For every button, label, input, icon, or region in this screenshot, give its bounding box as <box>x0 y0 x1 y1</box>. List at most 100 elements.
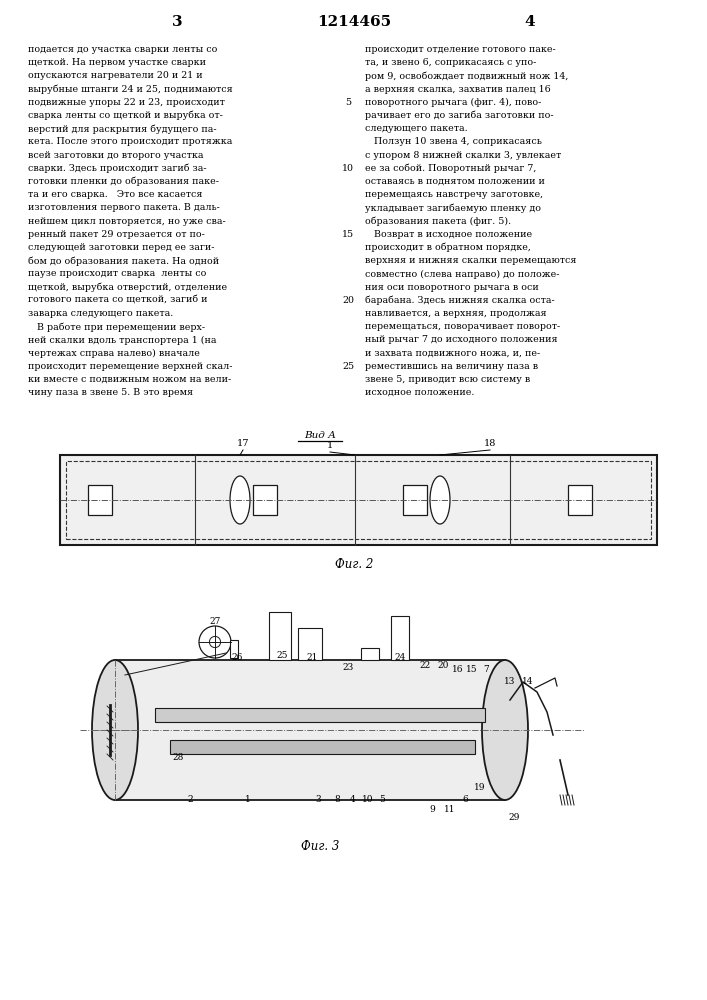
Text: 16: 16 <box>452 666 464 674</box>
Text: Фиг. 3: Фиг. 3 <box>300 840 339 853</box>
Text: происходит перемещение верхней скал-: происходит перемещение верхней скал- <box>28 362 233 371</box>
Text: 5: 5 <box>345 98 351 107</box>
Text: готовки пленки до образования паке-: готовки пленки до образования паке- <box>28 177 219 186</box>
Bar <box>568 485 592 515</box>
Bar <box>269 612 291 660</box>
Text: вырубные штанги 24 и 25, поднимаются: вырубные штанги 24 и 25, поднимаются <box>28 85 233 94</box>
Text: щеткой. На первом участке сварки: щеткой. На первом участке сварки <box>28 58 206 67</box>
Text: чину паза в звене 5. В это время: чину паза в звене 5. В это время <box>28 388 193 397</box>
Text: 1214465: 1214465 <box>317 15 391 29</box>
Bar <box>361 648 379 660</box>
Text: 4: 4 <box>525 15 535 29</box>
Circle shape <box>199 626 231 658</box>
Text: ки вместе с подвижным ножом на вели-: ки вместе с подвижным ножом на вели- <box>28 375 231 384</box>
Ellipse shape <box>230 476 250 524</box>
Text: навливается, а верхняя, продолжая: навливается, а верхняя, продолжая <box>365 309 547 318</box>
Text: В работе при перемещении верх-: В работе при перемещении верх- <box>28 322 205 332</box>
Text: исходное положение.: исходное положение. <box>365 388 474 397</box>
Text: Ползун 10 звена 4, соприкасаясь: Ползун 10 звена 4, соприкасаясь <box>365 137 542 146</box>
Text: перемещаться, поворачивает поворот-: перемещаться, поворачивает поворот- <box>365 322 560 331</box>
Bar <box>403 485 427 515</box>
Text: 20: 20 <box>438 660 449 670</box>
Text: 15: 15 <box>342 230 354 239</box>
Text: всей заготовки до второго участка: всей заготовки до второго участка <box>28 151 204 160</box>
Text: сварки. Здесь происходит загиб за-: сварки. Здесь происходит загиб за- <box>28 164 206 173</box>
Text: 1: 1 <box>245 796 251 804</box>
Text: 26: 26 <box>231 654 243 662</box>
Text: 6: 6 <box>462 796 468 804</box>
Text: и захвата подвижного ножа, и, пе-: и захвата подвижного ножа, и, пе- <box>365 349 540 358</box>
Text: подается до участка сварки ленты со: подается до участка сварки ленты со <box>28 45 217 54</box>
Text: готового пакета со щеткой, загиб и: готового пакета со щеткой, загиб и <box>28 296 207 305</box>
Text: 25: 25 <box>276 650 288 660</box>
Text: укладывает загибаемую пленку до: укладывает загибаемую пленку до <box>365 203 541 213</box>
Bar <box>253 485 277 515</box>
Text: 3: 3 <box>315 796 321 804</box>
Text: 4: 4 <box>350 796 356 804</box>
Text: чертежах справа налево) вначале: чертежах справа налево) вначале <box>28 349 200 358</box>
Text: 25: 25 <box>342 362 354 371</box>
Text: та, и звено 6, соприкасаясь с упо-: та, и звено 6, соприкасаясь с упо- <box>365 58 537 67</box>
Text: 5: 5 <box>379 796 385 804</box>
Text: звене 5, приводит всю систему в: звене 5, приводит всю систему в <box>365 375 530 384</box>
Text: ней скалки вдоль транспортера 1 (на: ней скалки вдоль транспортера 1 (на <box>28 335 216 345</box>
Bar <box>115 660 505 800</box>
Text: заварка следующего пакета.: заварка следующего пакета. <box>28 309 173 318</box>
Text: 8: 8 <box>334 796 340 804</box>
Text: та и его сварка.   Это все касается: та и его сварка. Это все касается <box>28 190 202 199</box>
Text: барабана. Здесь нижняя скалка оста-: барабана. Здесь нижняя скалка оста- <box>365 296 555 305</box>
Ellipse shape <box>92 660 138 800</box>
Text: 19: 19 <box>474 784 486 792</box>
Text: 21: 21 <box>306 654 317 662</box>
Text: 10: 10 <box>342 164 354 173</box>
Bar <box>170 740 475 754</box>
Bar <box>298 628 322 660</box>
Text: 14: 14 <box>522 678 534 686</box>
Text: 10: 10 <box>362 796 374 804</box>
Text: 1: 1 <box>327 441 333 450</box>
Text: сварка ленты со щеткой и вырубка от-: сварка ленты со щеткой и вырубка от- <box>28 111 223 120</box>
Text: подвижные упоры 22 и 23, происходит: подвижные упоры 22 и 23, происходит <box>28 98 225 107</box>
Text: ния оси поворотного рычага в оси: ния оси поворотного рычага в оси <box>365 283 539 292</box>
Text: 13: 13 <box>504 678 515 686</box>
Text: 24: 24 <box>395 654 406 662</box>
Text: верстий для раскрытия будущего па-: верстий для раскрытия будущего па- <box>28 124 216 134</box>
Bar <box>391 616 409 660</box>
Text: реместившись на величину паза в: реместившись на величину паза в <box>365 362 538 371</box>
Text: паузе происходит сварка  ленты со: паузе происходит сварка ленты со <box>28 269 206 278</box>
Text: поворотного рычага (фиг. 4), пово-: поворотного рычага (фиг. 4), пово- <box>365 98 542 107</box>
Text: совместно (слева направо) до положе-: совместно (слева направо) до положе- <box>365 269 559 279</box>
Text: ее за собой. Поворотный рычаг 7,: ее за собой. Поворотный рычаг 7, <box>365 164 537 173</box>
Text: 2: 2 <box>187 796 193 804</box>
Circle shape <box>209 636 221 648</box>
Bar <box>60 455 657 545</box>
Text: следующего пакета.: следующего пакета. <box>365 124 467 133</box>
Text: 22: 22 <box>419 660 431 670</box>
Text: происходит в обратном порядке,: происходит в обратном порядке, <box>365 243 531 252</box>
Bar <box>155 708 485 722</box>
Text: 3: 3 <box>172 15 182 29</box>
Text: Вид А: Вид А <box>304 431 336 440</box>
Ellipse shape <box>482 660 528 800</box>
Text: оставаясь в поднятом положении и: оставаясь в поднятом положении и <box>365 177 545 186</box>
Text: бом до образования пакета. На одной: бом до образования пакета. На одной <box>28 256 219 266</box>
Ellipse shape <box>430 476 450 524</box>
Text: ренный пакет 29 отрезается от по-: ренный пакет 29 отрезается от по- <box>28 230 205 239</box>
Text: с упором 8 нижней скалки 3, увлекает: с упором 8 нижней скалки 3, увлекает <box>365 151 561 160</box>
Text: 7: 7 <box>483 666 489 674</box>
Text: образования пакета (фиг. 5).: образования пакета (фиг. 5). <box>365 217 511 226</box>
Text: перемещаясь навстречу заготовке,: перемещаясь навстречу заготовке, <box>365 190 543 199</box>
Text: 18: 18 <box>484 439 496 448</box>
Text: изготовления первого пакета. В даль-: изготовления первого пакета. В даль- <box>28 203 220 212</box>
Text: 20: 20 <box>342 296 354 305</box>
Text: происходит отделение готового паке-: происходит отделение готового паке- <box>365 45 556 54</box>
Text: Фиг. 2: Фиг. 2 <box>335 558 373 571</box>
Text: щеткой, вырубка отверстий, отделение: щеткой, вырубка отверстий, отделение <box>28 283 227 292</box>
Text: ром 9, освобождает подвижный нож 14,: ром 9, освобождает подвижный нож 14, <box>365 71 568 81</box>
Bar <box>66 461 651 539</box>
Text: 9: 9 <box>429 806 435 814</box>
Text: кета. После этого происходит протяжка: кета. После этого происходит протяжка <box>28 137 233 146</box>
Bar <box>88 485 112 515</box>
Text: 11: 11 <box>444 806 456 814</box>
Text: 23: 23 <box>342 664 354 672</box>
